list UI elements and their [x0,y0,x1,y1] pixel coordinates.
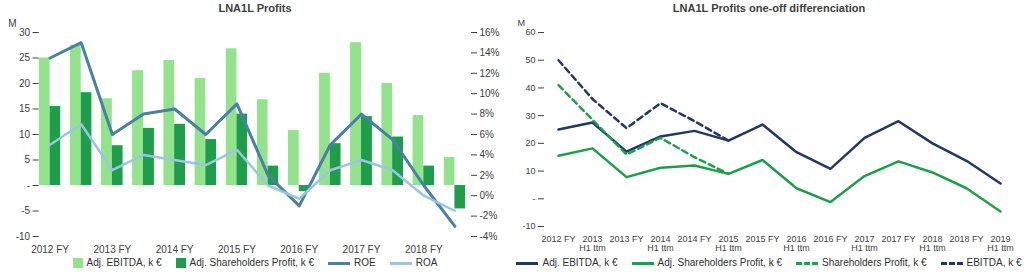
svg-text:2015 FY: 2015 FY [218,244,256,255]
svg-text:M: M [518,18,526,28]
svg-text:40: 40 [525,83,535,93]
svg-text:-10: -10 [522,221,535,231]
svg-text:2015 FY: 2015 FY [745,234,779,244]
svg-text:2018 FY: 2018 FY [405,244,443,255]
svg-text:15: 15 [19,103,31,114]
svg-text:2017H1 ttm: 2017H1 ttm [851,234,878,253]
svg-text:5: 5 [25,154,31,165]
svg-text:8%: 8% [480,108,495,119]
svg-text:M: M [8,18,16,29]
svg-text:25: 25 [19,52,31,63]
svg-text:2018 FY: 2018 FY [949,234,983,244]
svg-text:6%: 6% [480,129,495,140]
svg-text:12%: 12% [480,68,500,79]
svg-text:2016 FY: 2016 FY [280,244,318,255]
html-text:Adj. Shareholders Profit, k €: Adj. Shareholders Profit, k € [657,257,782,268]
svg-text:2019H1 ttm: 2019H1 ttm [987,234,1014,253]
svg-text:16%: 16% [480,27,500,38]
svg-text:0%: 0% [480,190,495,201]
svg-text:10%: 10% [480,88,500,99]
html-text:LNA1L Profits one-off differen: LNA1L Profits one-off differenciation [672,2,866,14]
svg-text:30: 30 [19,27,31,38]
svg-text:2017 FY: 2017 FY [881,234,915,244]
svg-text:20: 20 [19,78,31,89]
html-text:Adj. EBITDA, k €: Adj. EBITDA, k € [542,257,618,268]
svg-text:20: 20 [525,138,535,148]
svg-text:-2%: -2% [480,210,498,221]
svg-text:-4%: -4% [480,231,498,242]
svg-text:60: 60 [525,27,535,37]
svg-text:4%: 4% [480,149,495,160]
svg-text:-: - [533,194,536,204]
html-text:EBITDA, k €: EBITDA, k € [966,257,1022,268]
svg-text:2015H1 ttm: 2015H1 ttm [715,234,742,253]
html-text:Adj. Shareholders Profit, k €: Adj. Shareholders Profit, k € [189,257,315,268]
svg-text:2017 FY: 2017 FY [343,244,381,255]
html-text:LNA1L Profits: LNA1L Profits [218,2,292,14]
svg-text:-: - [27,180,30,191]
svg-text:2013 FY: 2013 FY [93,244,131,255]
svg-text:10: 10 [19,129,31,140]
svg-text:2016 FY: 2016 FY [813,234,847,244]
svg-text:10: 10 [525,166,535,176]
html-text:ROA: ROA [415,257,438,268]
svg-text:2014 FY: 2014 FY [677,234,711,244]
svg-text:2016H1 ttm: 2016H1 ttm [783,234,810,253]
svg-text:2014H1 ttm: 2014H1 ttm [647,234,674,253]
svg-text:50: 50 [525,55,535,65]
svg-text:2%: 2% [480,170,495,181]
svg-text:-5: -5 [21,205,30,216]
svg-text:14%: 14% [480,47,500,58]
svg-text:2014 FY: 2014 FY [156,244,194,255]
html-text:ROE: ROE [354,257,376,268]
svg-text:2012 FY: 2012 FY [541,234,575,244]
svg-text:2012 FY: 2012 FY [31,244,69,255]
html-text:Adj. EBITDA, k €: Adj. EBITDA, k € [86,257,162,268]
svg-text:2013 FY: 2013 FY [609,234,643,244]
svg-text:2018H1 ttm: 2018H1 ttm [919,234,946,253]
svg-text:2013H1 ttm: 2013H1 ttm [579,234,606,253]
svg-text:-10: -10 [16,231,31,242]
html-text:Shareholders Profit, k €: Shareholders Profit, k € [822,257,927,268]
svg-text:30: 30 [525,111,535,121]
